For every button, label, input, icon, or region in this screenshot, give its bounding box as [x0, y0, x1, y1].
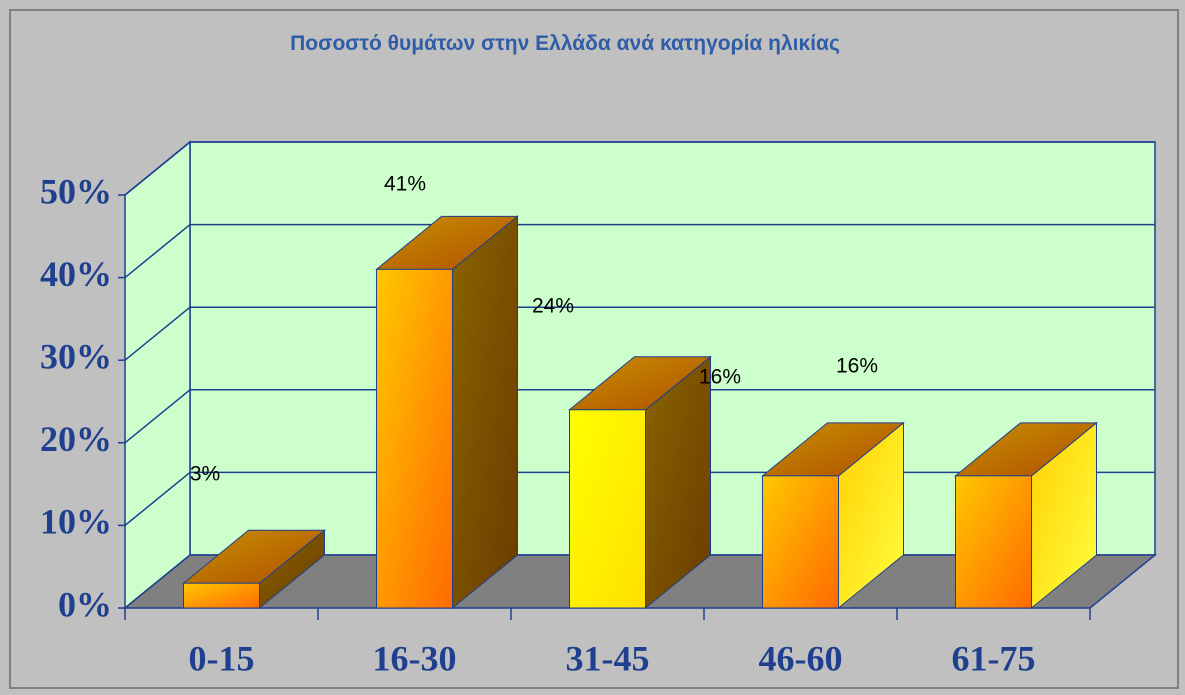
- side-wall: [124, 140, 191, 610]
- y-tick-label: 40%: [40, 254, 112, 294]
- x-tick-label: 16-30: [373, 638, 457, 678]
- grid-line: [124, 141, 191, 196]
- chart-title: Ποσοστό θυμάτων στην Ελλάδα ανά κατηγορί…: [290, 32, 840, 55]
- bar: [955, 475, 1032, 609]
- y-tick-label: 30%: [40, 336, 112, 376]
- bar: [183, 582, 260, 609]
- data-label: 24%: [532, 295, 574, 318]
- y-tick-label: 20%: [40, 419, 112, 459]
- grid-line: [124, 471, 191, 526]
- bar: [762, 475, 839, 609]
- grid-line: [124, 224, 191, 279]
- data-label: 16%: [836, 355, 878, 378]
- data-label: 16%: [699, 366, 741, 389]
- y-tick-label: 10%: [40, 502, 112, 542]
- data-label: 3%: [190, 463, 220, 486]
- x-tick-label: 31-45: [566, 638, 650, 678]
- grid-line: [124, 389, 191, 444]
- y-tick-label: 0%: [58, 584, 112, 624]
- frame: [9, 9, 1179, 689]
- x-tick-label: 0-15: [189, 638, 255, 678]
- bar: [569, 409, 646, 609]
- grid-line: [124, 306, 191, 361]
- data-label: 41%: [384, 173, 426, 196]
- x-tick-label: 46-60: [759, 638, 843, 678]
- bar-side: [452, 215, 518, 610]
- y-tick-label: 50%: [40, 171, 112, 211]
- bar: [376, 268, 453, 609]
- x-tick-label: 61-75: [952, 638, 1036, 678]
